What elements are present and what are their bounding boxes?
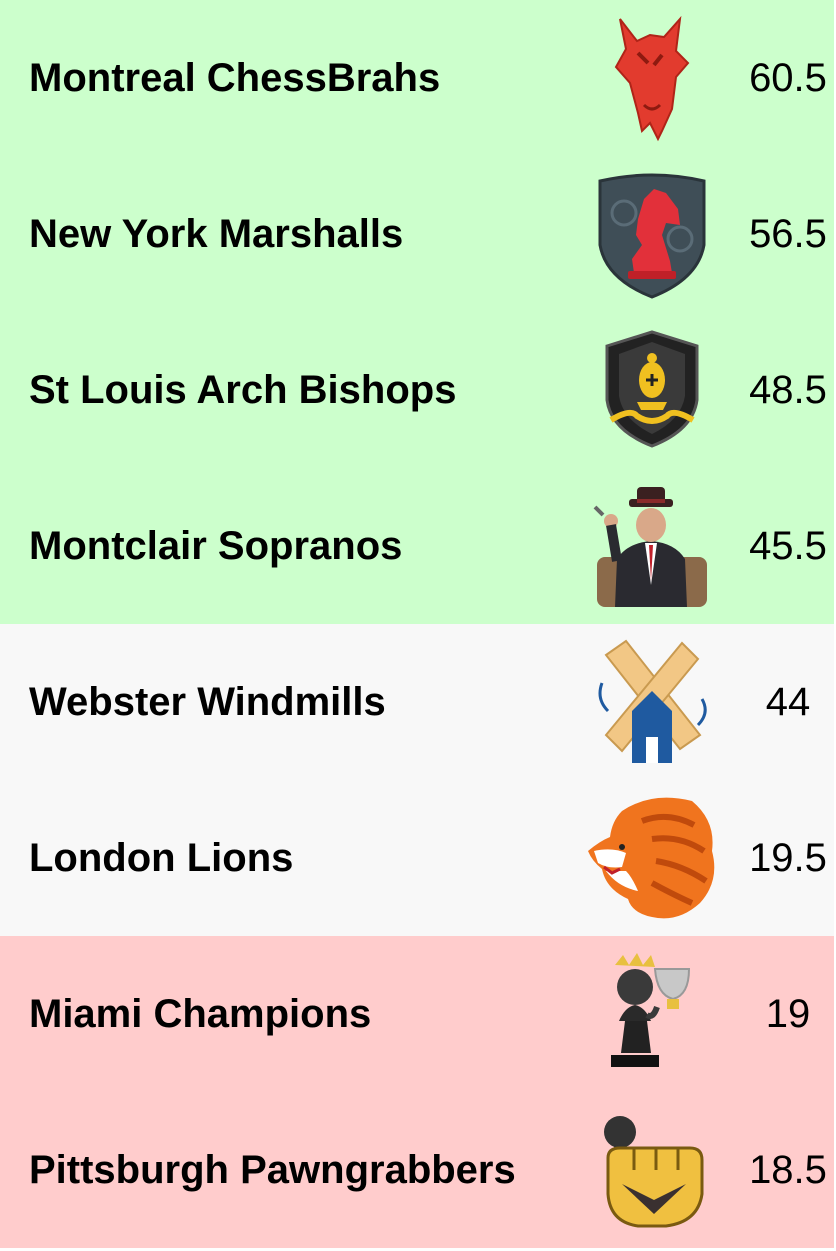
gold-bishop-shield-icon [582,322,722,458]
standings-row: Miami Champions 19 [0,936,834,1092]
windmill-icon [582,634,722,770]
mobster-in-chair-icon [582,478,722,614]
standings-row: Pittsburgh Pawngrabbers 18.5 [0,1092,834,1248]
team-score: 48.5 [749,367,827,412]
red-horse-head-icon [582,10,722,146]
orange-lion-head-icon [582,790,722,926]
red-knight-shield-icon [582,166,722,302]
standings-row: London Lions 19.5 [0,780,834,936]
pawn-with-trophy-icon [582,946,722,1082]
fist-grabbing-pawn-icon [582,1102,722,1238]
standings-row: St Louis Arch Bishops 48.5 [0,312,834,468]
team-name: Montreal ChessBrahs [29,55,441,100]
team-score: 60.5 [749,55,827,100]
team-name: Miami Champions [29,991,372,1036]
team-score: 18.5 [749,1147,827,1192]
team-name: Webster Windmills [29,679,386,724]
team-name: London Lions [29,835,294,880]
team-score: 45.5 [749,523,827,568]
team-score: 56.5 [749,211,827,256]
standings-row: New York Marshalls 56.5 [0,156,834,312]
team-name: Pittsburgh Pawngrabbers [29,1147,516,1192]
team-score: 19 [765,991,811,1036]
team-name: New York Marshalls [29,211,404,256]
standings-row: Webster Windmills 44 [0,624,834,780]
team-score: 44 [765,679,811,724]
team-score: 19.5 [749,835,827,880]
standings-row: Montclair Sopranos 45.5 [0,468,834,624]
team-name: Montclair Sopranos [29,523,403,568]
team-name: St Louis Arch Bishops [29,367,457,412]
standings-row: Montreal ChessBrahs 60.5 [0,0,834,156]
